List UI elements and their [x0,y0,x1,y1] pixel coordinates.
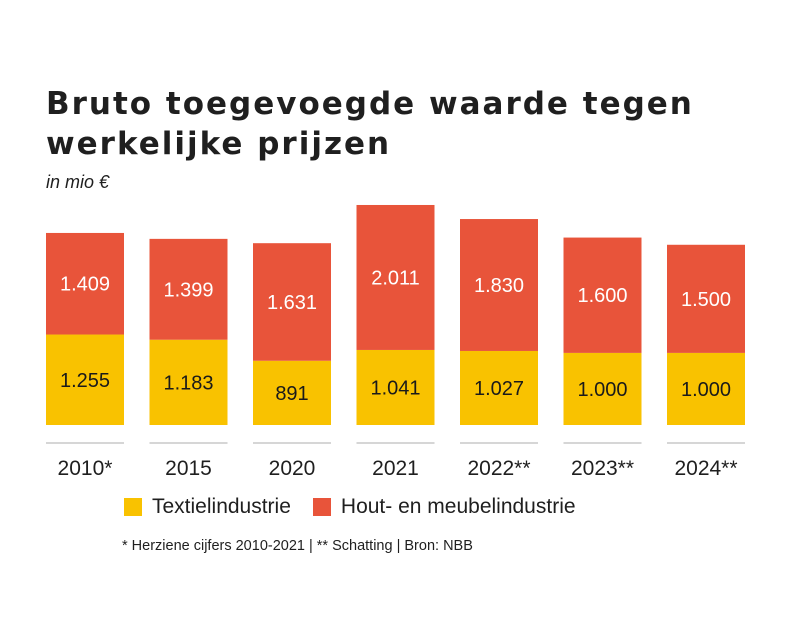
data-label-hout-1: 1.399 [163,279,213,301]
data-label-hout-4: 1.830 [474,275,524,297]
data-label-hout-3: 2.011 [371,267,420,289]
bar-hout-3 [356,204,435,350]
data-label-textiel-5: 1.000 [577,379,627,401]
data-label-hout-0: 1.409 [60,274,110,296]
data-label-hout-5: 1.600 [577,285,627,307]
x-tick-label-4: 2022** [467,457,530,480]
legend: Textielindustrie Hout- en meubelindustri… [124,495,598,519]
data-label-textiel-0: 1.255 [60,370,110,392]
x-tick-label-2: 2020 [269,457,316,480]
legend-label-textiel: Textielindustrie [152,495,291,518]
bar-textiel-1 [149,339,228,425]
bar-textiel-2 [253,360,331,425]
bar-textiel-5 [563,352,642,425]
legend-label-hout: Hout- en meubelindustrie [340,495,576,518]
data-label-hout-2: 1.631 [267,292,317,314]
data-label-textiel-6: 1.000 [681,379,731,401]
legend-item-hout: Hout- en meubelindustrie [312,495,576,519]
bar-hout-0 [46,232,124,335]
data-label-hout-6: 1.500 [681,289,731,311]
footnote: * Herziene cijfers 2010-2021 | ** Schatt… [122,538,473,554]
data-label-textiel-1: 1.183 [163,372,213,394]
chart-title-line-1: Bruto toegevoegde waarde tegen [46,86,694,122]
x-tick-label-6: 2024** [674,457,737,480]
legend-swatch-textiel [124,498,142,516]
bar-hout-2 [253,243,331,361]
legend-item-textiel: Textielindustrie [124,495,291,519]
data-label-textiel-2: 891 [275,383,308,405]
bar-textiel-3 [356,349,435,425]
legend-swatch-hout [312,498,331,516]
data-label-textiel-4: 1.027 [474,378,524,400]
data-label-textiel-3: 1.041 [370,377,420,399]
chart-title-line-2: werkelijke prijzen [46,126,392,162]
x-tick-label-5: 2023** [571,457,634,480]
x-tick-label-1: 2015 [165,457,212,480]
chart-subtitle: in mio € [46,172,110,192]
x-tick-label-0: 2010* [58,457,113,480]
bar-hout-1 [149,238,228,340]
bar-hout-6 [667,244,745,353]
bar-textiel-4 [460,350,538,425]
bar-textiel-0 [46,334,124,425]
bar-hout-4 [460,219,538,351]
chart-title: Bruto toegevoegde waarde tegen werkelijk… [46,84,746,164]
bar-hout-5 [563,237,642,353]
bar-textiel-6 [667,352,745,425]
x-tick-label-3: 2021 [372,457,419,480]
